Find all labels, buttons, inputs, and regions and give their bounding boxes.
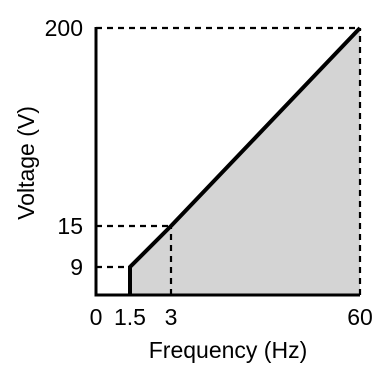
x-tick-label: 1.5 bbox=[114, 304, 146, 330]
y-tick-label: 200 bbox=[45, 15, 83, 41]
x-tick-label: 3 bbox=[165, 304, 178, 330]
x-tick-label: 0 bbox=[90, 304, 103, 330]
y-axis-title: Voltage (V) bbox=[13, 106, 39, 220]
vf-curve-line bbox=[128, 26, 362, 295]
x-axis-title: Frequency (Hz) bbox=[149, 337, 307, 363]
area-fill bbox=[130, 28, 360, 295]
y-tick-label: 9 bbox=[70, 254, 83, 280]
x-tick-label: 60 bbox=[347, 304, 373, 330]
y-tick-label: 15 bbox=[57, 213, 83, 239]
